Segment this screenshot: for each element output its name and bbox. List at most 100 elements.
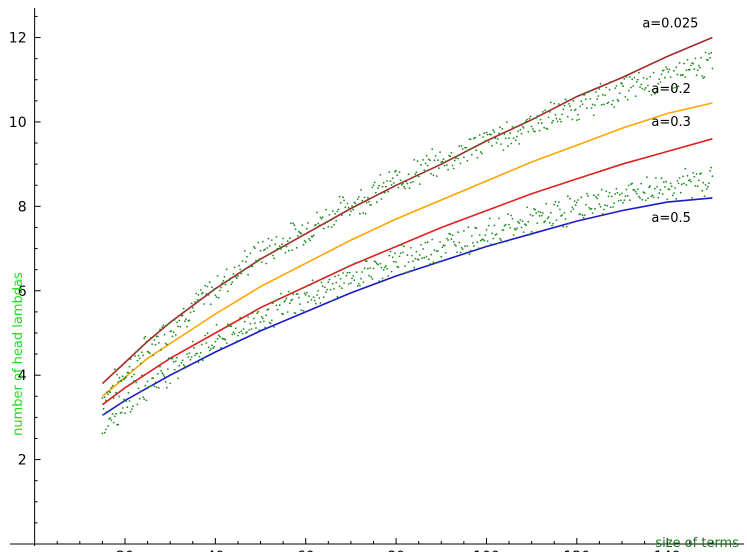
scatter-point (337, 208, 340, 211)
scatter-point (662, 69, 665, 72)
scatter-point (353, 279, 356, 282)
scatter-point (176, 321, 178, 324)
scatter-point (660, 73, 663, 76)
scatter-point (357, 196, 360, 198)
scatter-point (539, 118, 542, 121)
scatter-point (352, 275, 355, 277)
scatter-point (492, 237, 495, 240)
scatter-point (345, 210, 348, 213)
scatter-point (407, 261, 410, 263)
scatter-point (172, 331, 175, 334)
scatter-point (250, 328, 253, 330)
scatter-point (247, 273, 250, 276)
scatter-point (254, 322, 256, 325)
scatter-point (546, 217, 549, 220)
scatter-point (560, 120, 562, 123)
scatter-point (444, 160, 447, 163)
scatter-point (574, 108, 577, 111)
scatter-point (670, 185, 673, 188)
scatter-point (478, 234, 481, 236)
scatter-point (260, 261, 263, 263)
scatter-point (491, 232, 493, 235)
scatter-point (635, 80, 638, 83)
scatter-point (606, 204, 609, 207)
scatter-point (110, 387, 113, 389)
scatter-point (640, 182, 643, 185)
scatter-point (107, 425, 109, 427)
scatter-point (369, 267, 371, 269)
scatter-point (463, 230, 465, 232)
scatter-point (398, 255, 401, 258)
scatter-point (591, 103, 594, 106)
scatter-point (655, 92, 657, 94)
scatter-point (257, 241, 260, 244)
scatter-point (121, 407, 124, 409)
scatter-point (276, 308, 279, 311)
scatter-point (188, 319, 191, 322)
scatter-point (579, 105, 582, 108)
scatter-point (562, 108, 565, 111)
scatter-point (673, 192, 675, 195)
scatter-point (184, 365, 186, 368)
scatter-point (439, 241, 441, 243)
scatter-point (507, 145, 509, 148)
scatter-point (159, 328, 161, 331)
scatter-point (200, 292, 203, 295)
scatter-point (624, 95, 627, 98)
scatter-point (616, 98, 619, 101)
scatter-point (565, 100, 568, 102)
scatter-point (402, 251, 404, 254)
scatter-point (568, 222, 570, 225)
scatter-point (378, 280, 380, 282)
scatter-point (425, 154, 428, 157)
scatter-point (350, 210, 352, 213)
scatter-point (346, 202, 349, 205)
scatter-point (597, 193, 600, 196)
scatter-point (677, 85, 680, 88)
scatter-point (146, 380, 149, 383)
scatter-point (652, 71, 655, 74)
scatter-point (390, 270, 393, 273)
scatter-point (129, 410, 132, 413)
scatter-point (701, 189, 704, 192)
scatter-point (487, 141, 490, 144)
scatter-point (492, 129, 495, 132)
scatter-point (160, 348, 163, 351)
scatter-point (259, 249, 262, 252)
scatter-point (557, 103, 560, 105)
scatter-point (370, 204, 373, 206)
y-tick-label: 6 (18, 284, 27, 300)
scatter-point (397, 186, 400, 189)
scatter-point (355, 271, 358, 273)
scatter-point (329, 219, 332, 222)
scatter-point (338, 285, 341, 288)
scatter-point (339, 277, 342, 280)
scatter-point (458, 145, 461, 147)
scatter-point (270, 239, 273, 242)
scatter-point (400, 244, 403, 247)
scatter-point (286, 311, 289, 313)
scatter-point (374, 261, 377, 263)
scatter-point (411, 176, 413, 179)
x-tick-label: 140 (654, 549, 681, 552)
scatter-point (501, 127, 504, 130)
scatter-point (319, 216, 322, 219)
scatter-point (269, 322, 272, 325)
scatter-point (308, 295, 310, 297)
scatter-point (215, 296, 218, 298)
scatter-point (132, 405, 134, 408)
scatter-point (643, 192, 646, 195)
scatter-point (169, 382, 172, 385)
scatter-point (470, 153, 473, 156)
scatter-point (220, 286, 222, 289)
scatter-point (147, 351, 150, 354)
scatter-point (266, 247, 269, 249)
y-tick-label: 2 (18, 453, 27, 469)
scatter-point (232, 273, 235, 275)
scatter-point (179, 325, 182, 328)
scatter-point (229, 277, 231, 280)
scatter-point (371, 278, 374, 280)
scatter-point (561, 113, 563, 116)
scatter-point (603, 208, 605, 211)
scatter-point (579, 213, 582, 216)
